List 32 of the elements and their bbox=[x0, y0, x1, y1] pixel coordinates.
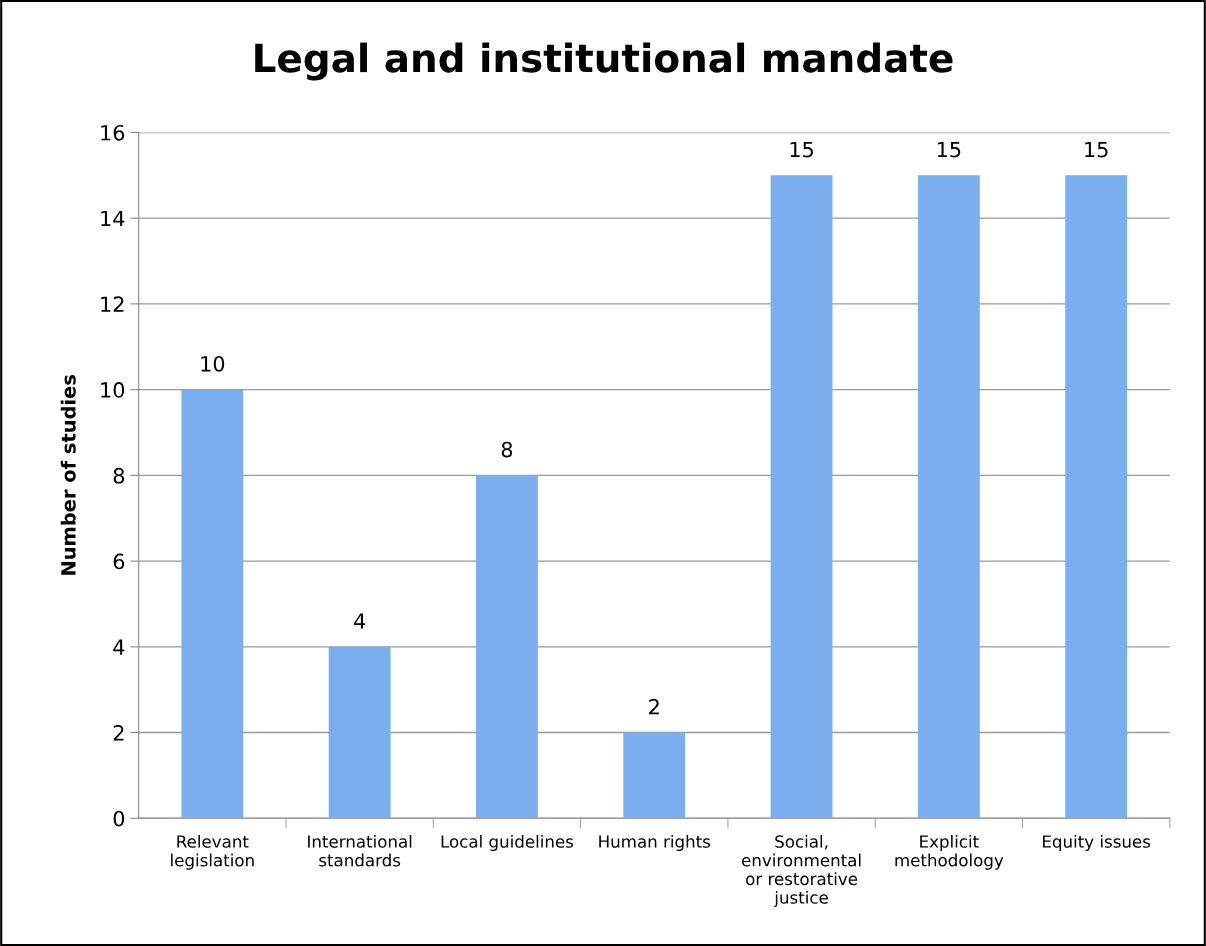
y-tick-label: 14 bbox=[101, 210, 125, 227]
data-label: 15 bbox=[937, 141, 961, 158]
x-tick-label: Social, environmental or restorative justice bbox=[741, 834, 861, 908]
bar bbox=[1065, 175, 1128, 819]
x-tick-label: International standards bbox=[308, 834, 412, 867]
y-tick-label: 8 bbox=[113, 467, 125, 484]
data-label: 2 bbox=[649, 698, 659, 715]
chart-title: Legal and institutional mandate bbox=[255, 42, 953, 81]
y-tick-label: 10 bbox=[101, 382, 125, 398]
x-tick-label: Human rights bbox=[599, 834, 711, 852]
y-tick-label: 16 bbox=[101, 124, 125, 141]
bar bbox=[623, 732, 686, 819]
data-label: 15 bbox=[790, 141, 813, 158]
y-tick-label: 12 bbox=[101, 296, 124, 312]
bar bbox=[917, 175, 980, 819]
y-tick-label: 4 bbox=[113, 639, 125, 655]
data-label: 10 bbox=[201, 355, 225, 372]
x-tick-label: Local guidelines bbox=[441, 834, 574, 852]
x-tick-label: Relevant legislation bbox=[171, 834, 254, 870]
bar bbox=[181, 389, 244, 819]
y-tick-label: 6 bbox=[113, 553, 125, 570]
y-tick-label: 2 bbox=[113, 725, 124, 741]
data-label: 15 bbox=[1085, 141, 1108, 158]
data-label: 8 bbox=[501, 441, 513, 458]
x-tick-label: Explicit methodology bbox=[895, 834, 1004, 870]
bar bbox=[770, 175, 833, 819]
y-tick-label: 0 bbox=[113, 810, 125, 827]
x-tick-label: Equity issues bbox=[1043, 834, 1151, 852]
bar bbox=[328, 646, 391, 819]
y-axis-title: Number of studies bbox=[60, 375, 76, 575]
data-label: 4 bbox=[354, 613, 366, 629]
bar bbox=[476, 475, 538, 819]
